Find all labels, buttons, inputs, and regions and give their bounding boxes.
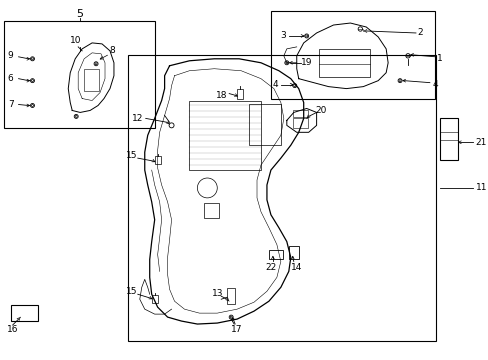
Bar [154, 156, 161, 164]
Text: 11: 11 [475, 184, 486, 193]
Text: 9: 9 [8, 51, 14, 60]
Bar [127, 55, 435, 341]
Text: 6: 6 [8, 74, 14, 83]
Bar [439, 118, 457, 160]
Text: 3: 3 [280, 31, 285, 40]
Bar [84, 69, 99, 91]
Bar [151, 295, 157, 303]
Text: 15: 15 [126, 287, 137, 296]
Bar [292, 118, 307, 128]
Text: 2: 2 [416, 28, 422, 37]
Bar [270, 11, 434, 99]
Text: 15: 15 [126, 151, 137, 160]
Text: 5: 5 [77, 9, 83, 19]
Text: 12: 12 [132, 114, 143, 123]
Text: 8: 8 [109, 46, 115, 55]
Bar [292, 111, 307, 117]
Bar [268, 249, 282, 260]
Text: 13: 13 [211, 289, 223, 298]
Text: 18: 18 [215, 91, 226, 100]
Bar [318, 49, 369, 77]
Text: 1: 1 [436, 54, 442, 63]
Text: 10: 10 [70, 36, 82, 45]
Text: 17: 17 [231, 324, 243, 333]
Text: 19: 19 [300, 58, 312, 67]
Bar [237, 89, 243, 99]
Bar [248, 104, 280, 145]
Text: 7: 7 [8, 100, 14, 109]
Bar [4, 21, 154, 128]
Text: 14: 14 [290, 263, 302, 272]
Bar [288, 246, 298, 260]
Bar [227, 288, 235, 304]
Text: 20: 20 [314, 106, 325, 115]
Text: 4: 4 [271, 80, 277, 89]
Text: 21: 21 [475, 138, 486, 147]
Text: 16: 16 [7, 324, 18, 333]
Text: 4: 4 [432, 80, 438, 89]
Bar [11, 305, 39, 321]
Bar [204, 203, 219, 218]
Text: 22: 22 [265, 263, 276, 272]
Bar [189, 100, 261, 170]
